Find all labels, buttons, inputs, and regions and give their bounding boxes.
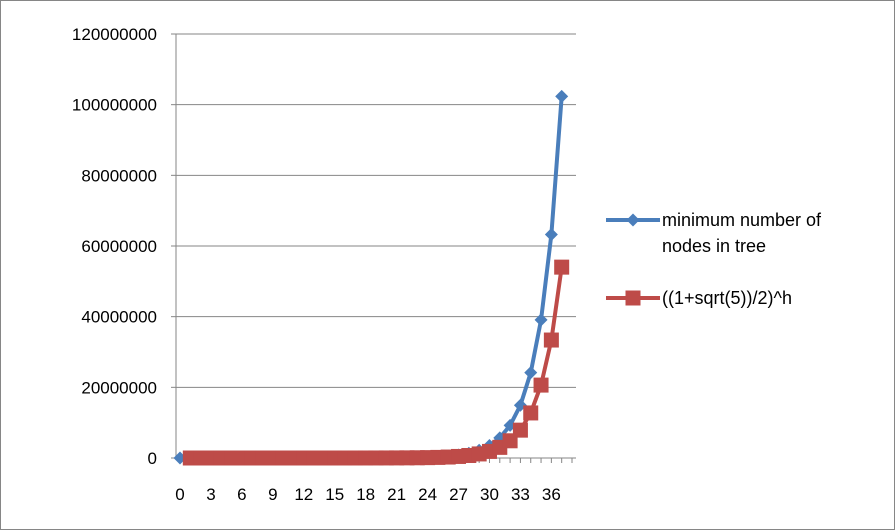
- x-tick-label: 30: [480, 485, 499, 504]
- x-tick-label: 36: [542, 485, 561, 504]
- y-tick-label: 120000000: [72, 25, 157, 44]
- legend-marker: [626, 213, 640, 227]
- x-axis-tick-labels: 0 3 6 9 12 15 18 21 24 27 30 33 36: [175, 485, 561, 504]
- series-0: [173, 89, 569, 465]
- y-tick-label: 60000000: [81, 237, 157, 256]
- series: [173, 89, 570, 466]
- data-point: [534, 313, 548, 327]
- y-axis-tick-labels: 0 20000000 40000000 60000000 80000000 1000000…: [72, 25, 157, 468]
- data-point: [544, 228, 558, 242]
- y-tick-label: 20000000: [81, 378, 157, 397]
- x-tick-label: 3: [206, 485, 215, 504]
- data-point: [533, 377, 549, 393]
- legend-label: minimum number of nodes in tree: [662, 210, 822, 256]
- y-tick-label: 0: [148, 449, 157, 468]
- y-tick-label: 100000000: [72, 96, 157, 115]
- legend-item-0: minimum number of nodes in tree: [606, 210, 822, 256]
- data-point: [555, 89, 569, 103]
- legend-label: ((1+sqrt(5))/2)^h: [662, 288, 792, 308]
- x-tick-label: 6: [237, 485, 246, 504]
- x-tick-label: 24: [418, 485, 437, 504]
- data-point: [543, 332, 559, 348]
- axes: [171, 33, 576, 463]
- x-tick-label: 12: [294, 485, 313, 504]
- series-1: [182, 259, 570, 466]
- data-point: [512, 422, 528, 438]
- legend-marker: [625, 290, 641, 306]
- legend-item-1: ((1+sqrt(5))/2)^h: [606, 288, 792, 308]
- y-tick-label: 40000000: [81, 308, 157, 327]
- data-point: [523, 405, 539, 421]
- gridlines: [176, 33, 576, 388]
- x-tick-label: 18: [356, 485, 375, 504]
- x-tick-label: 21: [387, 485, 406, 504]
- x-tick-label: 0: [175, 485, 184, 504]
- y-tick-label: 80000000: [81, 166, 157, 185]
- legend: minimum number of nodes in tree ((1+sqrt(5…: [606, 210, 822, 308]
- x-tick-label: 27: [449, 485, 468, 504]
- data-point: [503, 418, 517, 432]
- x-tick-label: 33: [511, 485, 530, 504]
- x-tick-label: 15: [325, 485, 344, 504]
- data-point: [554, 259, 570, 275]
- x-tick-label: 9: [268, 485, 277, 504]
- series-line: [178, 94, 564, 460]
- data-point: [524, 366, 538, 380]
